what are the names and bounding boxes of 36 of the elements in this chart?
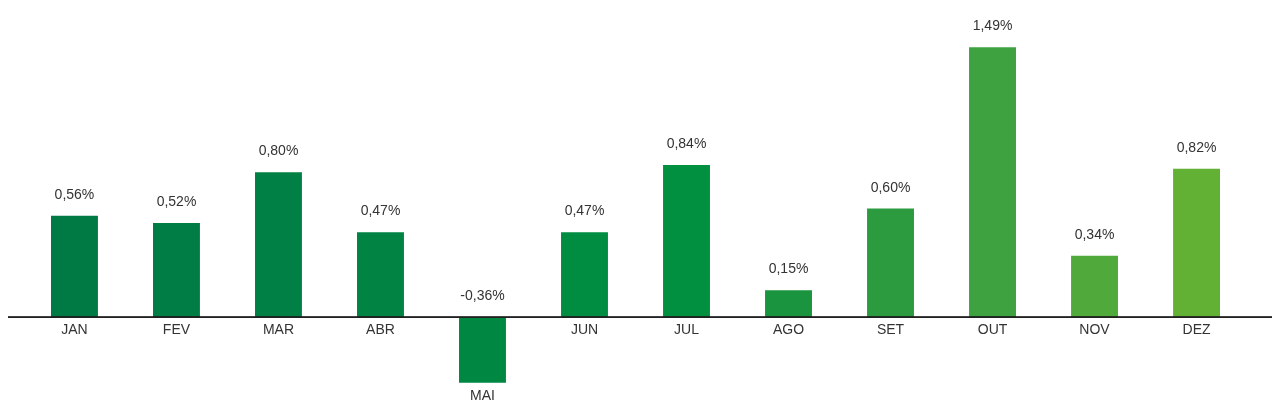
data-label: 0,15% xyxy=(768,260,809,277)
x-tick-label: NOV xyxy=(1079,321,1111,338)
bar xyxy=(153,223,200,318)
bar xyxy=(561,232,608,318)
data-label: 0,47% xyxy=(360,202,401,219)
x-tick-label: OUT xyxy=(977,321,1008,338)
data-label: -0,36% xyxy=(460,287,505,304)
data-label: 0,52% xyxy=(156,193,197,210)
bar xyxy=(969,47,1016,318)
bar xyxy=(255,172,302,318)
data-label: 0,56% xyxy=(54,185,95,202)
x-tick-label: JAN xyxy=(61,321,88,338)
x-tick-label: AGO xyxy=(772,321,805,338)
x-tick-label: DEZ xyxy=(1182,321,1211,338)
bar xyxy=(51,215,98,318)
x-tick-label: SET xyxy=(876,321,905,338)
x-tick-label: JUL xyxy=(674,321,700,338)
bar xyxy=(1173,168,1220,318)
x-tick-label: JUN xyxy=(570,321,599,338)
data-label: 0,82% xyxy=(1176,138,1217,155)
x-tick-label: FEV xyxy=(162,321,191,338)
bar xyxy=(459,317,506,383)
data-label: 0,47% xyxy=(564,202,605,219)
bar xyxy=(1071,255,1118,318)
bar xyxy=(663,165,710,318)
data-label: 0,34% xyxy=(1074,225,1115,242)
data-label: 0,80% xyxy=(258,142,299,159)
data-label: 0,84% xyxy=(666,135,707,152)
data-label: 1,49% xyxy=(972,17,1013,34)
x-tick-label: MAR xyxy=(262,321,295,338)
bar xyxy=(765,290,812,318)
x-tick-label: ABR xyxy=(366,321,395,338)
data-label: 0,60% xyxy=(870,178,911,195)
bar xyxy=(867,208,914,318)
x-tick-label: MAI xyxy=(470,386,495,403)
bar xyxy=(357,232,404,318)
